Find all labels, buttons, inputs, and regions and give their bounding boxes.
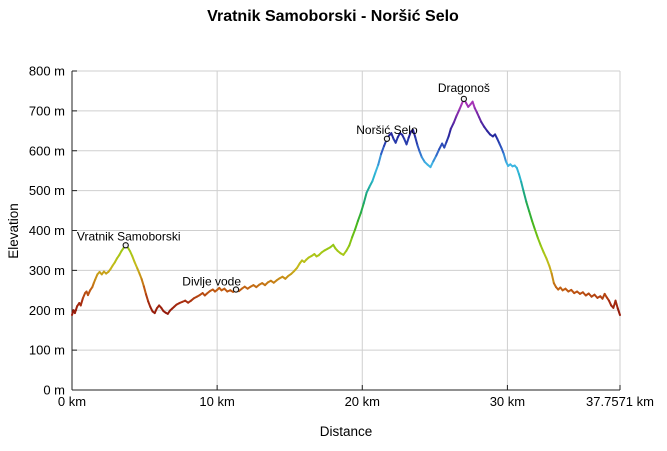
tick-labels: 0 km 10 km 20 km 30 km 37.7571 km 0 m 100 m 200… bbox=[29, 64, 654, 410]
waypoint-label: Dragonoš bbox=[438, 81, 490, 95]
y-tick-label: 400 m bbox=[29, 223, 65, 238]
waypoint-marker bbox=[232, 286, 240, 293]
waypoint-marker bbox=[383, 135, 391, 142]
waypoint-label: Vratnik Samoborski bbox=[77, 229, 181, 243]
y-tick-label: 700 m bbox=[29, 103, 65, 118]
y-tick-label: 800 m bbox=[29, 64, 65, 79]
x-tick-label: 10 km bbox=[199, 394, 234, 409]
y-tick-label: 100 m bbox=[29, 343, 65, 358]
y-tick-label: 500 m bbox=[29, 183, 65, 198]
waypoint-label: Noršić Selo bbox=[356, 123, 418, 137]
waypoint-annotations: Vratnik Samoborski Divlje vode Noršić Selo… bbox=[77, 81, 490, 293]
x-tick-label: 0 km bbox=[58, 394, 86, 409]
waypoint-label: Divlje vode bbox=[182, 275, 241, 289]
y-axis-title: Elevation bbox=[6, 203, 21, 259]
x-tick-label: 30 km bbox=[490, 394, 525, 409]
chart-title: Vratnik Samoborski - Noršić Selo bbox=[207, 8, 459, 25]
x-tick-label: 20 km bbox=[345, 394, 380, 409]
x-axis-title: Distance bbox=[320, 424, 373, 439]
y-tick-label: 0 m bbox=[43, 383, 65, 398]
y-tick-label: 200 m bbox=[29, 303, 65, 318]
y-tick-label: 300 m bbox=[29, 263, 65, 278]
x-tick-label: 37.7571 km bbox=[586, 394, 654, 409]
waypoint-marker bbox=[122, 242, 129, 249]
y-tick-label: 600 m bbox=[29, 143, 65, 158]
waypoint-marker bbox=[460, 95, 468, 103]
elevation-profile-line bbox=[71, 97, 621, 317]
